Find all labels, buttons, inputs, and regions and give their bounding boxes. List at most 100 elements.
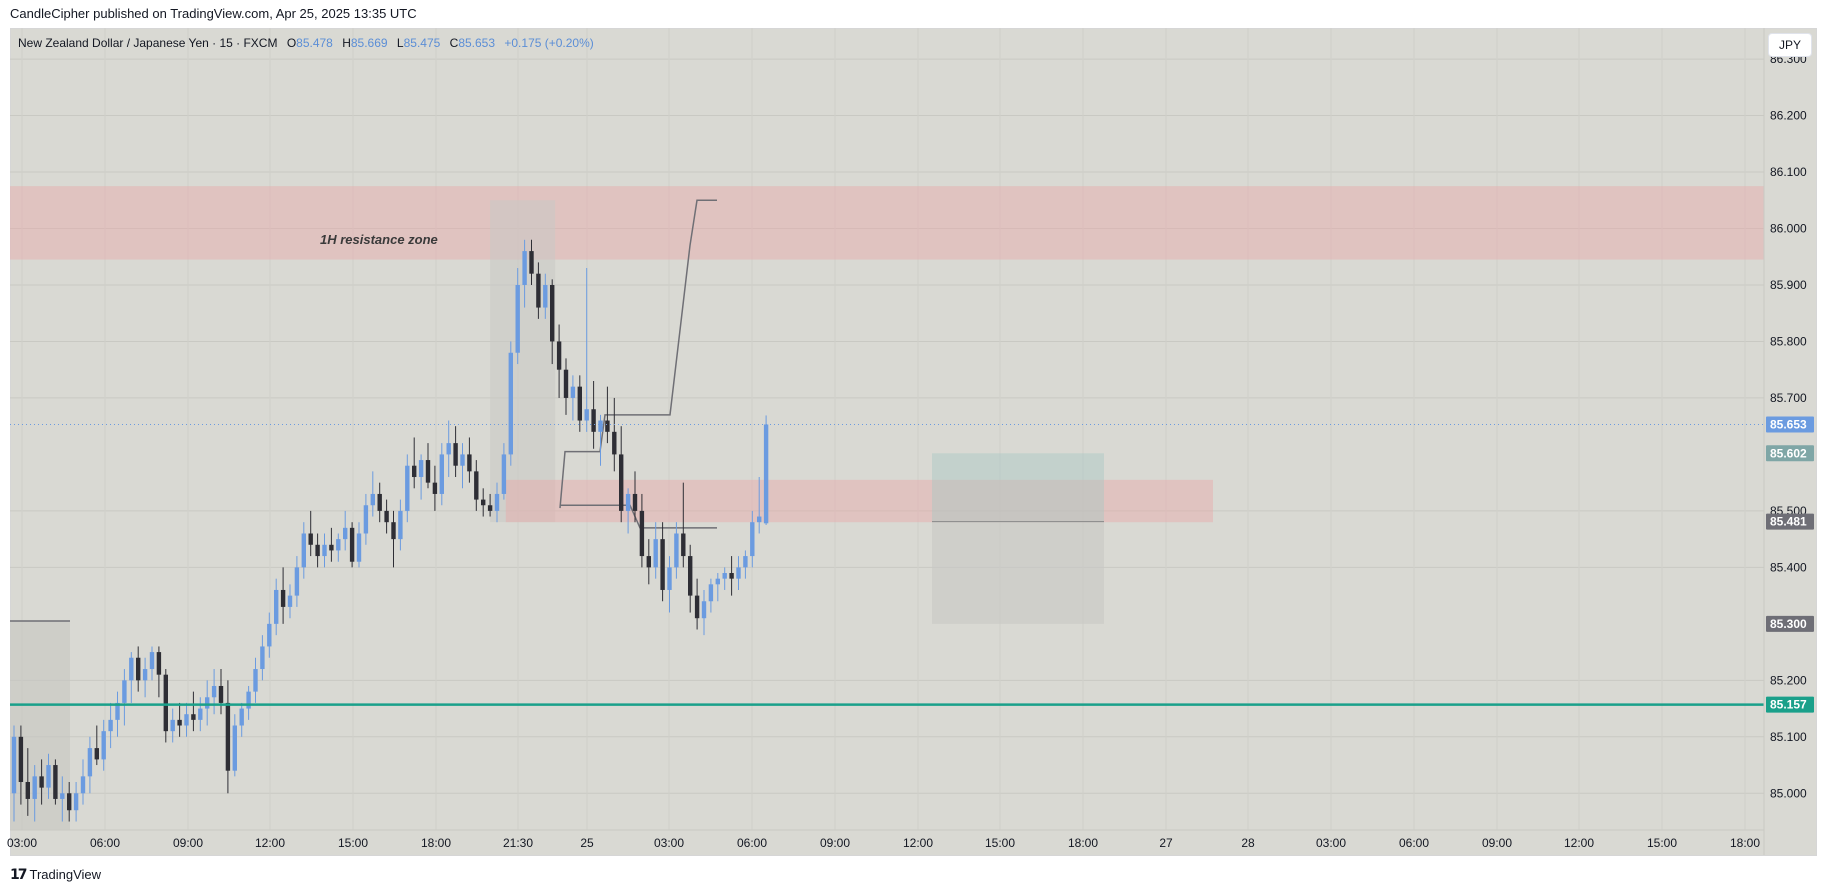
candle-body	[570, 386, 576, 398]
candle-body	[46, 765, 51, 788]
candle-body	[474, 471, 479, 500]
candle-body	[170, 719, 175, 732]
x-tick-label: 18:00	[421, 836, 451, 850]
candle-body	[18, 736, 24, 782]
price-label: 85.653	[1770, 417, 1807, 431]
x-tick-label: 09:00	[173, 836, 203, 850]
currency-button[interactable]: JPY	[1768, 33, 1812, 57]
candle-body	[294, 567, 300, 596]
candle-body	[522, 251, 527, 285]
y-tick-label: 85.400	[1770, 560, 1807, 574]
publish-info: CandleCipher published on TradingView.co…	[10, 6, 417, 21]
candle-body	[198, 708, 203, 720]
candle-body	[301, 533, 306, 568]
candle-body	[563, 369, 569, 398]
high-label: H	[342, 36, 351, 50]
candle-body	[591, 409, 596, 432]
candle-body	[694, 595, 700, 619]
symbol-title[interactable]: New Zealand Dollar / Japanese Yen · 15 ·…	[18, 36, 278, 50]
y-tick-label: 85.000	[1770, 786, 1807, 800]
candle-body	[336, 539, 341, 551]
candle-body	[467, 454, 472, 472]
candle-body	[598, 420, 603, 432]
candle-body	[529, 251, 534, 274]
candle-body	[639, 510, 645, 557]
candle-body	[743, 556, 748, 568]
candle-body	[681, 533, 686, 557]
close-label: C	[449, 36, 459, 50]
candle-body	[363, 505, 369, 534]
candle-body	[432, 482, 438, 494]
open-value: 85.478	[296, 36, 333, 50]
price-label: 85.300	[1770, 617, 1807, 631]
chart-pane[interactable]	[10, 28, 1817, 856]
candle-body	[384, 510, 389, 523]
candle-body	[356, 533, 362, 562]
candle-body	[329, 544, 334, 551]
x-tick-label: 03:00	[1316, 836, 1346, 850]
candle-body	[501, 454, 507, 494]
low-value: 85.475	[403, 36, 441, 50]
candle-body	[625, 493, 631, 511]
candle-body	[646, 556, 651, 568]
candle-body	[156, 652, 162, 675]
candle-body	[550, 284, 555, 342]
candle-body	[315, 544, 320, 557]
candle-body	[129, 657, 134, 681]
change-value: +0.175 (+0.20%)	[504, 36, 594, 50]
candle-body	[343, 527, 348, 540]
candle-body	[370, 493, 375, 506]
candle-body	[142, 669, 148, 681]
candle-body	[667, 567, 672, 590]
candle-body	[122, 680, 127, 703]
footer-brand[interactable]: 17 TradingView	[10, 864, 101, 886]
candle-body	[246, 691, 251, 709]
consolidation-box	[490, 200, 556, 523]
x-tick-label: 09:00	[820, 836, 850, 850]
range-box-left	[10, 621, 70, 830]
x-tick-label: 28	[1241, 836, 1255, 850]
candle-body	[688, 556, 693, 596]
y-tick-label: 85.100	[1770, 730, 1807, 744]
candle-body	[136, 657, 141, 681]
candle-body	[80, 776, 86, 794]
candle-body	[515, 284, 520, 353]
y-tick-label: 86.000	[1770, 222, 1807, 236]
close-value: 85.653	[458, 36, 496, 50]
candle-body	[536, 273, 541, 308]
candle-body	[260, 646, 265, 670]
candle-body	[729, 573, 734, 579]
x-tick-label: 15:00	[985, 836, 1015, 850]
x-tick-label: 06:00	[737, 836, 767, 850]
candle-body	[418, 460, 424, 478]
price-label: 85.157	[1770, 698, 1807, 712]
candle-body	[750, 522, 755, 557]
loss-box	[932, 521, 1104, 624]
envelope-upper	[559, 199, 717, 509]
x-tick-label: 12:00	[1564, 836, 1594, 850]
candle-body	[653, 539, 658, 568]
candle-body	[508, 352, 513, 455]
profit-box	[932, 453, 1104, 522]
candle-body	[184, 714, 189, 726]
x-tick-label: 09:00	[1482, 836, 1512, 850]
candle-body	[149, 652, 155, 670]
price-label-box	[1766, 445, 1814, 462]
brand-text: TradingView	[29, 867, 102, 882]
candle-body	[701, 601, 707, 619]
candle-body	[191, 714, 196, 720]
x-tick-label: 03:00	[7, 836, 37, 850]
candle-body	[60, 793, 65, 799]
candle-body	[722, 573, 727, 579]
candle-body	[39, 776, 44, 788]
price-label-box	[1766, 615, 1814, 632]
candle-body	[481, 499, 486, 506]
candle-body	[205, 697, 210, 709]
y-tick-label: 86.100	[1770, 165, 1807, 179]
candle-body	[163, 674, 168, 732]
candle-body	[605, 420, 610, 432]
candle-body	[460, 454, 465, 466]
candle-body	[398, 510, 403, 540]
candle-body	[736, 567, 741, 579]
